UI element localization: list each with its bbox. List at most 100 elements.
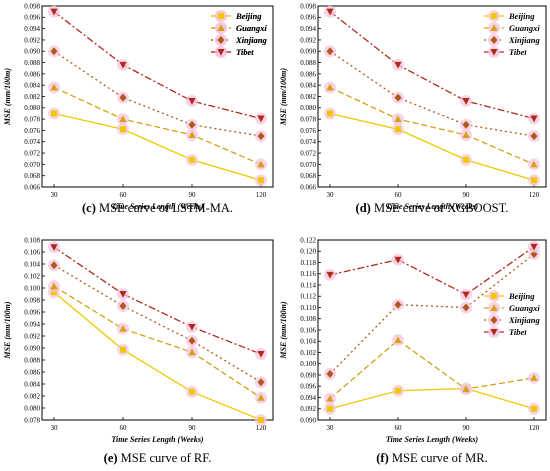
y-tick-label: 0.096 (24, 308, 40, 316)
series-line-tibet (329, 11, 535, 120)
data-point-beijing (327, 405, 333, 412)
y-tick-label: 0.110 (301, 304, 317, 312)
figure-caption: (d) MSE curve of XGBOOST. (356, 201, 509, 215)
caption-letter: (f) (376, 451, 389, 465)
data-point-beijing (258, 417, 264, 423)
caption-letter: (e) (104, 451, 118, 465)
data-point-guangxi (530, 374, 538, 381)
series-tibet (48, 241, 267, 360)
data-point-xinjiang (50, 47, 58, 56)
y-tick-label: 0.108 (300, 315, 316, 323)
data-point-tibet (394, 256, 402, 264)
series-line-xinjiang (53, 264, 262, 383)
y-tick-label: 0.092 (300, 36, 316, 44)
data-point-xinjiang (50, 261, 58, 270)
x-tick-label: 120 (529, 424, 540, 432)
y-tick-label: 0.094 (24, 320, 40, 328)
series-line-beijing (53, 291, 262, 421)
caption-text: MSE curve of XGBOOST. (371, 201, 509, 215)
x-tick-label: 60 (395, 191, 403, 199)
y-tick-label: 0.094 (300, 394, 316, 402)
data-point-beijing (51, 110, 57, 117)
data-point-guangxi (462, 131, 470, 138)
chart-panel-2: 0.078 0.080 0.082 0.084 0.086 0.088 0.090 0.092… (3, 10, 274, 465)
series-line-xinjiang (329, 50, 535, 137)
data-point-beijing (189, 388, 195, 395)
data-point-tibet (462, 291, 470, 299)
y-tick-label: 0.090 (24, 48, 40, 56)
data-point-guangxi (257, 394, 265, 401)
data-point-beijing (395, 126, 401, 133)
legend-label: Tibet (509, 327, 527, 337)
series-guangxi (324, 334, 540, 405)
y-tick-label: 0.102 (300, 349, 316, 357)
figure-caption: (f) MSE curve of MR. (376, 451, 487, 465)
y-tick-label: 0.100 (300, 360, 316, 368)
y-tick-label: 0.086 (24, 368, 40, 376)
y-tick-label: 0.070 (300, 161, 316, 169)
legend-marker (490, 304, 498, 311)
series-line-beijing (53, 112, 262, 181)
y-tick-label: 0.070 (24, 161, 40, 169)
legend-marker (217, 24, 225, 31)
figure-caption: (c) MSE curve of LSTM-MA. (82, 201, 233, 215)
y-tick-label: 0.078 (300, 116, 316, 124)
data-point-xinjiang (462, 303, 470, 312)
caption-letter: (d) (356, 201, 371, 215)
data-point-beijing (120, 126, 126, 133)
y-tick-label: 0.098 (24, 296, 40, 304)
y-tick-label: 0.088 (24, 356, 40, 364)
legend-label: Beijing (235, 11, 262, 21)
series-beijing (324, 382, 540, 415)
y-tick-label: 0.080 (24, 104, 40, 112)
legend-marker (491, 293, 497, 299)
data-point-guangxi (119, 325, 127, 332)
series-guangxi (324, 81, 540, 171)
caption-letter: (c) (82, 201, 96, 215)
data-point-beijing (531, 405, 537, 412)
legend-label: Beijing (235, 11, 262, 21)
y-tick-label: 0.074 (24, 138, 40, 146)
legend-label: Guangxi (509, 23, 540, 33)
data-point-guangxi (530, 160, 538, 168)
y-tick-label: 0.094 (24, 25, 40, 33)
legend-label: Xinjiang (508, 315, 540, 325)
y-tick-label: 0.114 (301, 281, 317, 289)
y-tick-label: 0.106 (300, 326, 316, 334)
legend: Beijing Guangxi Xinjiang Tibet (211, 10, 267, 58)
legend-label: Guangxi (509, 303, 540, 313)
x-tick-label: 90 (189, 424, 197, 432)
data-point-beijing (531, 177, 537, 184)
y-tick-label: 0.118 (301, 259, 317, 267)
x-tick-label: 120 (529, 191, 540, 199)
legend-label: Tibet (236, 47, 254, 57)
y-tick-label: 0.076 (300, 127, 316, 135)
y-tick-label: 0.096 (300, 383, 316, 391)
data-point-guangxi (50, 83, 58, 91)
data-point-xinjiang (188, 120, 196, 129)
series-beijing (324, 107, 540, 187)
data-point-beijing (258, 177, 264, 184)
data-point-guangxi (326, 83, 334, 91)
y-tick-label: 0.068 (300, 172, 316, 180)
data-point-tibet (188, 324, 196, 331)
y-tick-label: 0.088 (300, 59, 316, 67)
data-point-xinjiang (394, 93, 402, 102)
legend: Beijing Guangxi Xinjiang Tibet (484, 290, 540, 338)
legend-label: Xinjiang (235, 35, 267, 45)
y-axis-label: MSE (mm/100m) (279, 301, 288, 359)
plot-frame (41, 5, 274, 188)
x-tick-label: 90 (463, 424, 471, 432)
data-point-guangxi (462, 385, 470, 393)
data-point-guangxi (119, 115, 127, 123)
data-point-tibet (530, 243, 538, 251)
y-tick-label: 0.120 (300, 248, 316, 256)
data-point-tibet (530, 115, 538, 123)
data-point-xinjiang (257, 132, 265, 141)
y-tick-label: 0.104 (24, 260, 40, 268)
series-line-beijing (329, 387, 535, 410)
legend-label: Tibet (236, 47, 254, 57)
y-tick-label: 0.104 (300, 338, 316, 346)
legend-marker (218, 13, 224, 19)
